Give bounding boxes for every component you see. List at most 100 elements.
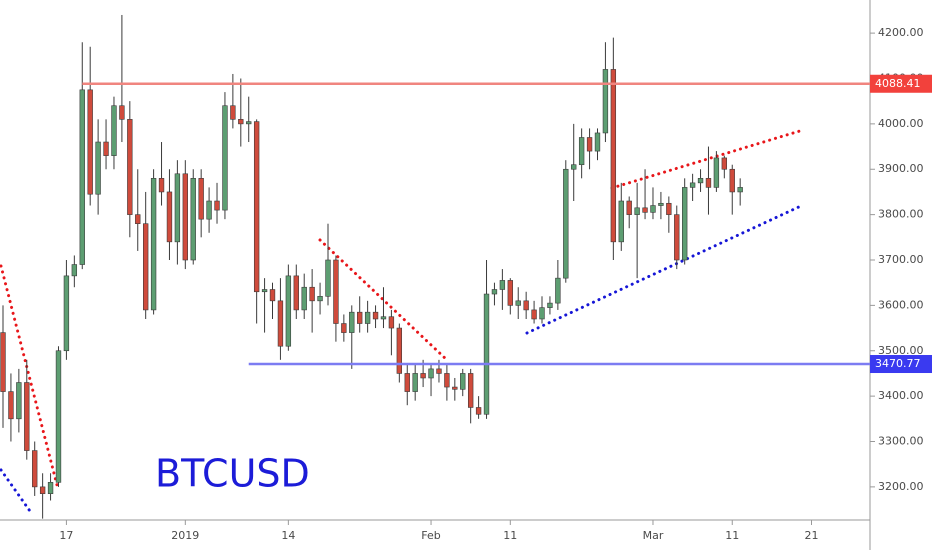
candle-body (515, 300, 521, 306)
x-tick-label: 21 (805, 529, 819, 542)
candle-body (658, 202, 664, 206)
candle-body (32, 450, 38, 488)
trend-line (0, 468, 34, 516)
candle-body (150, 178, 157, 311)
candle-body (63, 275, 70, 352)
candle-body (95, 141, 101, 195)
candle-body (317, 296, 323, 302)
price-tag (870, 355, 932, 374)
candle-body (190, 178, 196, 261)
price-tag-label: 4088.41 (875, 77, 921, 90)
candle-body (563, 168, 569, 279)
candle-body (444, 373, 450, 388)
candle-body (460, 373, 466, 390)
candle-body (269, 289, 276, 302)
x-tick-label: 11 (503, 529, 517, 542)
x-tick-label: Feb (421, 529, 440, 542)
candle-body (531, 309, 537, 320)
candle-body (253, 121, 260, 293)
x-tick-label: 2019 (171, 529, 199, 542)
y-tick-label: 3800.00 (878, 208, 924, 221)
candle-body (79, 89, 85, 265)
candle-body (507, 280, 513, 306)
candle-body (24, 382, 30, 451)
candle-body (158, 178, 165, 193)
y-tick-label: 4200.00 (878, 26, 924, 39)
candle-body (404, 373, 410, 392)
candle-body (277, 300, 284, 347)
candle-body (357, 311, 363, 324)
trend-line (318, 238, 449, 362)
y-tick-label: 4000.00 (878, 117, 924, 130)
y-tick-label: 3600.00 (878, 298, 924, 311)
y-tick-label: 3400.00 (878, 389, 924, 402)
candle-body (127, 119, 133, 215)
candle-body (309, 286, 315, 302)
y-tick-label: 3900.00 (878, 162, 924, 175)
candle-body (293, 275, 299, 311)
candle-body (103, 141, 109, 156)
candle-body (428, 368, 434, 379)
candle-body (87, 89, 93, 195)
candle-body (341, 323, 347, 333)
candle-body (325, 259, 331, 297)
candle-body (0, 332, 6, 392)
candle-body (246, 121, 252, 125)
x-tick-label: 14 (281, 529, 295, 542)
candle-body (55, 350, 62, 483)
candle-body (523, 300, 529, 311)
candle-body (238, 119, 244, 125)
candle-body (626, 200, 632, 215)
trend-line (0, 264, 60, 491)
candle-body (166, 191, 173, 243)
candle-body (420, 373, 426, 379)
candle-body (705, 178, 712, 188)
candle-body (388, 316, 395, 329)
candle-body (8, 391, 14, 420)
price-tag (870, 74, 932, 93)
candle-body (737, 187, 743, 193)
candle-body (222, 105, 228, 211)
candle-body (111, 105, 117, 156)
candle-body (475, 407, 482, 415)
candle-body (71, 264, 78, 277)
candle-body (618, 200, 624, 243)
candle-body (364, 311, 371, 324)
candle-body (491, 289, 498, 295)
candle-body (182, 173, 188, 261)
price-tag-label: 3470.77 (875, 357, 921, 370)
candle-body (198, 178, 204, 220)
candle-body (586, 137, 593, 152)
candle-body (143, 223, 149, 311)
candle-body (689, 182, 696, 188)
candle-body (555, 277, 561, 304)
candle-body (642, 207, 648, 213)
candle-body (610, 69, 617, 243)
candle-body (396, 327, 403, 374)
candle-body (230, 105, 236, 120)
candle-body (39, 486, 46, 494)
candle-body (578, 137, 585, 166)
candle-body (467, 373, 474, 408)
candle-body (571, 164, 577, 170)
candle-body (349, 311, 355, 333)
candle-body (713, 157, 720, 188)
y-tick-label: 3500.00 (878, 344, 924, 357)
candle-body (261, 289, 268, 293)
candle-body (412, 373, 418, 392)
candle-body (682, 187, 688, 261)
candle-body (206, 200, 212, 220)
y-tick-label: 3200.00 (878, 480, 924, 493)
candle-body (119, 105, 125, 120)
candle-body (666, 202, 672, 215)
candle-body (539, 307, 545, 320)
candle-body (285, 275, 292, 347)
candle-body (483, 293, 490, 415)
candle-body (214, 200, 220, 211)
x-tick-label: 17 (59, 529, 73, 542)
candle-body (729, 168, 735, 193)
candle-body (499, 280, 506, 290)
candle-body (47, 482, 54, 494)
symbol-annotation: BTCUSD (155, 452, 310, 496)
candle-body (634, 207, 640, 215)
